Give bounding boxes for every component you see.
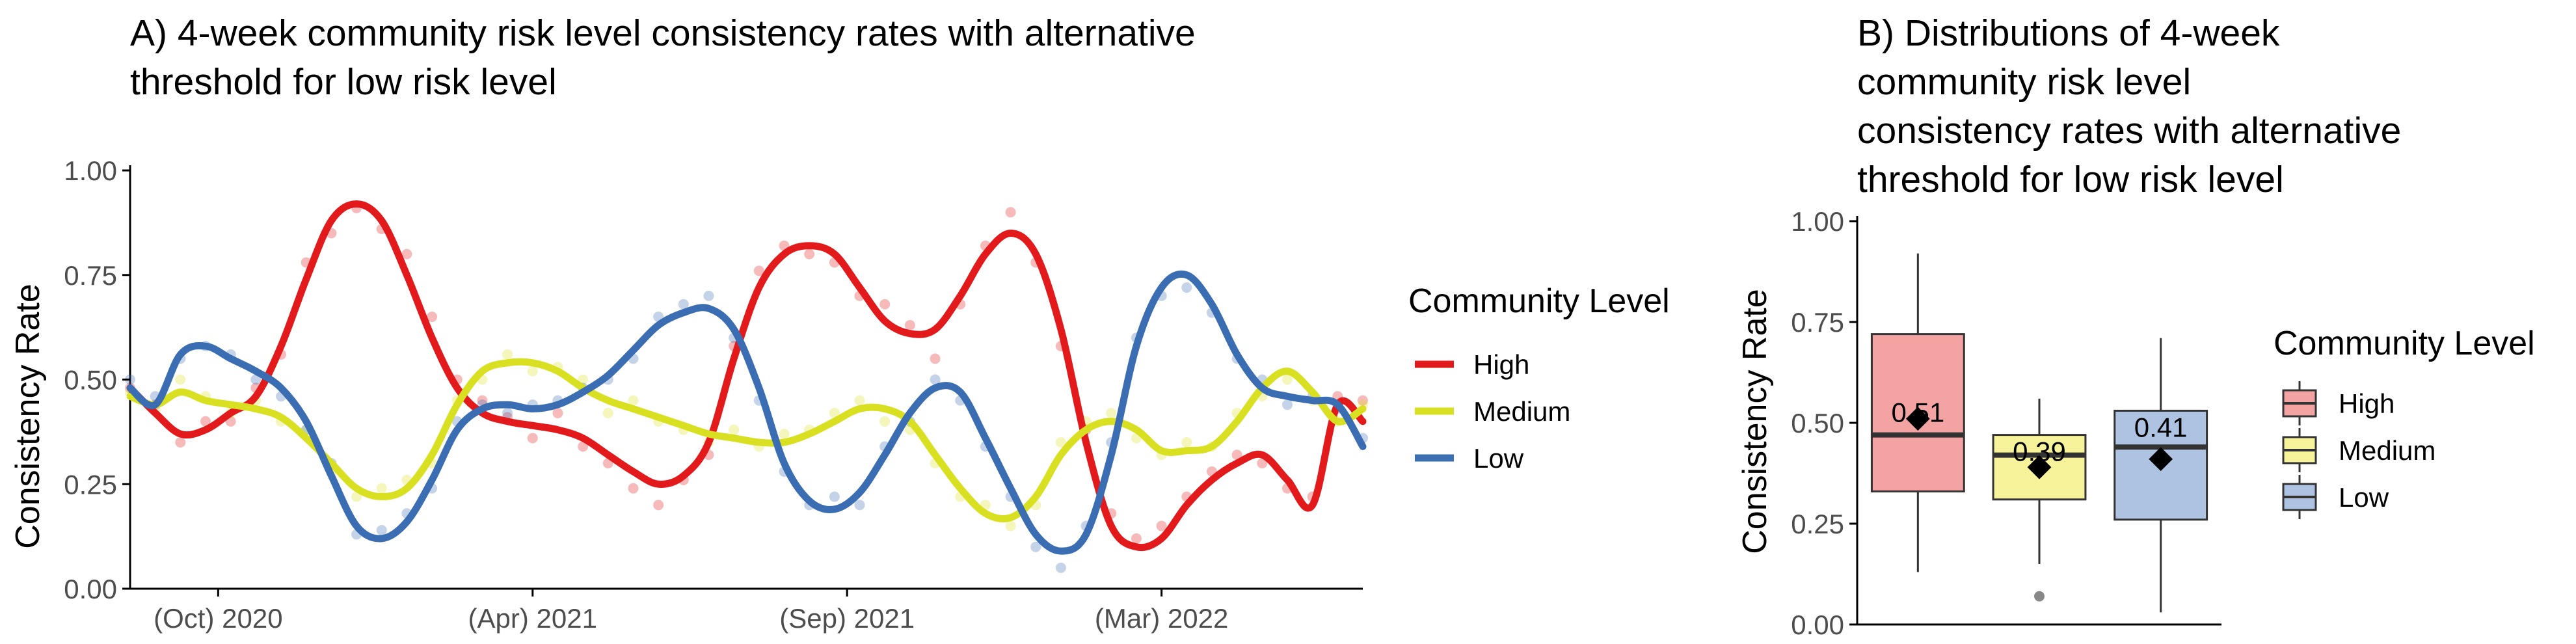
panel-a-point-high <box>578 441 589 452</box>
panel-a-ticks: 0.00 0.25 0.50 0.75 1.00 (Oct) 2020 (Apr) 2021… <box>64 155 1228 634</box>
panel-b-boxes: 0.51 0.39 0.41 <box>1870 253 2208 613</box>
panel-a-point-medium <box>879 416 891 427</box>
box-mean-marker-high <box>1905 407 1930 431</box>
panel-a-point-low <box>1181 282 1192 293</box>
panel-a-point-high <box>1358 395 1368 406</box>
panel-a-point-high <box>1257 458 1268 469</box>
panel-b-axes <box>1856 216 2221 626</box>
panel-a-point-high <box>1231 449 1242 461</box>
panel-a-point-medium <box>1106 407 1117 418</box>
panel-a-title-line2: threshold for low risk level <box>130 61 557 103</box>
panel-a-x-tick-label: (Mar) 2022 <box>1095 603 1228 634</box>
panel-a-legend: Community Level High Medium Low <box>1408 282 1670 474</box>
panel-a-point-medium <box>175 374 186 385</box>
panel-a-y-tick-label: 0.25 <box>64 469 117 500</box>
panel-a-point-low <box>502 407 513 418</box>
panel-a-point-medium <box>1281 374 1293 385</box>
panel-b-title-line3: consistency rates with alternative <box>1857 110 2401 152</box>
panel-a-point-medium <box>376 483 387 494</box>
panel-a-x-tick-label: (Sep) 2021 <box>779 603 915 634</box>
panel-b-y-tick-label: 0.25 <box>1791 509 1844 539</box>
panel-b-title-line2: community risk level <box>1857 61 2191 103</box>
panel-b-y-tick-label: 0.00 <box>1791 610 1844 640</box>
panel-a-point-low <box>854 500 865 511</box>
panel-a-title-line1: A) 4-week community risk level consisten… <box>130 12 1196 54</box>
panel-b-y-tick-label: 0.50 <box>1791 408 1844 438</box>
panel-a-point-high <box>653 500 664 511</box>
panel-b-ticks: 0.00 0.25 0.50 0.75 1.00 <box>1791 206 1857 640</box>
panel-a-point-medium <box>1055 436 1066 448</box>
panel-a-point-low <box>829 491 840 502</box>
panel-b-legend-label-medium: Medium <box>2339 435 2435 466</box>
panel-a-point-high <box>904 319 915 330</box>
panel-a-line-medium <box>126 358 1367 523</box>
panel-b-title-line4: threshold for low risk level <box>1857 159 2284 200</box>
panel-a-point-high <box>175 436 186 448</box>
panel-a-point-high <box>401 248 412 260</box>
panel-a-point-high <box>628 483 639 494</box>
panel-a-x-tick-label: (Apr) 2021 <box>468 603 597 634</box>
panel-a-point-medium <box>1181 436 1192 448</box>
panel-a-point-medium <box>602 407 613 418</box>
box-high <box>1870 333 1965 492</box>
panel-a-point-high <box>427 312 438 323</box>
panel-b-y-tick-label: 0.75 <box>1791 307 1844 338</box>
panel-a-point-high <box>200 416 211 427</box>
panel-a-line-low <box>126 270 1367 555</box>
box-mean-label-medium: 0.39 <box>2013 436 2066 467</box>
panel-a-lines <box>126 200 1367 555</box>
panel-a-point-low <box>1055 562 1066 573</box>
panel-a-point-high <box>1156 520 1167 531</box>
panel-b-legend-label-low: Low <box>2339 482 2389 513</box>
panel-a-point-high <box>804 248 815 260</box>
box-mean-marker-low <box>2149 447 2173 472</box>
panel-b-y-axis-label: Consistency Rate <box>1736 289 1774 554</box>
panel-a-legend-label-high: High <box>1473 349 1529 380</box>
panel-a-point-high <box>477 395 488 406</box>
panel-a-point-medium <box>854 395 865 406</box>
panel-a-point-low <box>1030 541 1041 552</box>
panel-a-x-tick-label: (Oct) 2020 <box>154 603 282 634</box>
panel-a-y-tick-label: 1.00 <box>64 155 117 186</box>
panel-a-point-medium <box>527 366 538 377</box>
panel-a-y-tick-label: 0.00 <box>64 574 117 604</box>
panel-a-point-low <box>250 374 262 385</box>
panel-a-point-low <box>703 290 714 301</box>
panel-a-point-high <box>552 407 563 418</box>
panel-a-point-low <box>930 374 941 385</box>
panel-a-point-medium <box>729 424 740 435</box>
box-mean-marker-medium <box>2027 455 2052 479</box>
panel-a-axes <box>129 165 1363 590</box>
panel-a-legend-label-low: Low <box>1473 443 1524 474</box>
panel-a-point-medium <box>502 349 513 360</box>
panel-a-point-medium <box>628 395 639 406</box>
panel-a-line-high <box>126 200 1367 552</box>
panel-b-y-tick-label: 1.00 <box>1791 206 1844 237</box>
box-mean-label-low: 0.41 <box>2134 412 2188 442</box>
panel-a-point-high <box>527 433 538 444</box>
panel-a-point-low <box>376 524 387 535</box>
panel-a-point-medium <box>779 429 790 440</box>
panel-a-point-high <box>1005 207 1016 218</box>
panel-a-legend-title: Community Level <box>1408 282 1670 320</box>
panel-a-y-tick-label: 0.75 <box>64 260 117 291</box>
panel-a-point-medium <box>1005 520 1016 531</box>
panel-a-point-high <box>1131 533 1142 544</box>
panel-b-legend-label-high: High <box>2339 388 2395 419</box>
panel-a-point-high <box>930 353 941 364</box>
panel-a-point-low <box>678 299 689 310</box>
panel-a-legend-label-medium: Medium <box>1473 396 1570 427</box>
panel-a-point-medium <box>829 407 840 418</box>
panel-b-title-line1: B) Distributions of 4-week <box>1857 12 2280 54</box>
panel-a-y-tick-label: 0.50 <box>64 365 117 396</box>
panel-b-legend: Community Level High Medium Low <box>2274 325 2535 519</box>
panel-a-point-high <box>879 299 891 310</box>
panel-a-y-axis-label: Consistency Rate <box>9 284 47 549</box>
panel-b-legend-title: Community Level <box>2274 325 2535 362</box>
panel-a-point-low <box>1281 399 1293 410</box>
box-mean-label-high: 0.51 <box>1891 397 1944 428</box>
panel-a-point-high <box>753 265 764 276</box>
box-outlier-medium <box>2034 591 2045 602</box>
